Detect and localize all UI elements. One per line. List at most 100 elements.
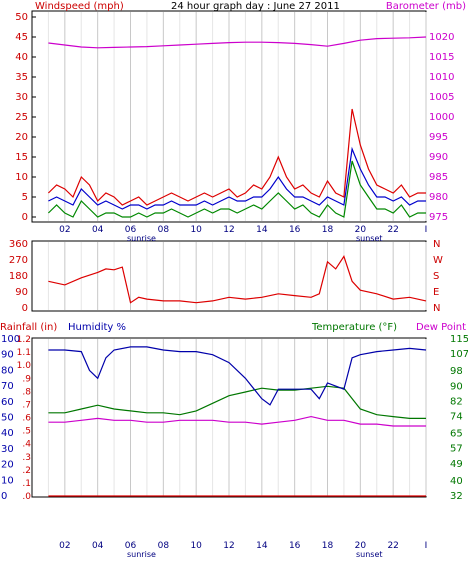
temperature-tick-label: 82: [450, 396, 463, 407]
rain-tick-label: .3: [22, 453, 31, 463]
x-tick-label-top: 08: [158, 225, 170, 235]
x-tick-label-bottom: 06: [125, 541, 137, 551]
humidity-tick-label: 90: [1, 350, 14, 361]
wind-tick-label: 40: [15, 52, 28, 63]
rain-tick-label: .8: [22, 387, 31, 397]
barometer-tick-label: 995: [429, 132, 448, 143]
x-tick-label-top: 04: [92, 225, 104, 235]
temperature-tick-label: 49: [450, 459, 463, 470]
compass-tick-label: E: [433, 287, 439, 298]
wind-tick-label: 50: [15, 12, 28, 23]
wind-gust-line: [47, 108, 426, 206]
x-tick-label-top: 18: [322, 225, 334, 235]
direction-tick-label: 270: [9, 255, 28, 266]
x-tick-label-bottom: 18: [322, 541, 334, 551]
rain-tick-label: 1.0: [17, 361, 32, 371]
sunset-label-top: sunset: [356, 234, 383, 243]
wind-tick-label: 35: [15, 72, 28, 83]
wind-tick-label: 15: [15, 152, 28, 163]
x-tick-label-top: 06: [125, 225, 137, 235]
humidity-tick-label: 50: [1, 413, 14, 424]
dewpoint-axis-label: Dew Point: [416, 322, 466, 333]
x-tick-label-bottom: 02: [59, 541, 70, 551]
x-end-marker-top: I: [425, 225, 428, 235]
labels-layer: 0202040406060808101012121414161618182020…: [1, 12, 468, 551]
x-tick-label-bottom: 14: [256, 541, 268, 551]
barometer-tick-label: 1005: [429, 92, 454, 103]
barometer-line: [48, 36, 427, 49]
temperature-tick-label: 57: [450, 444, 463, 455]
wind-direction-line: [48, 255, 427, 304]
x-tick-label-top: 12: [223, 225, 234, 235]
temperature-tick-label: 115: [450, 334, 468, 345]
rain-tick-label: .2: [22, 466, 31, 476]
barometer-tick-label: 1020: [429, 32, 454, 43]
wind-tick-label: 30: [15, 92, 28, 103]
rain-tick-label: 1.1: [17, 348, 31, 358]
rain-tick-label: 1.2: [17, 335, 31, 345]
temperature-tick-label: 65: [450, 429, 463, 440]
humidity-tick-label: 80: [1, 365, 14, 376]
rain-tick-label: .9: [22, 374, 31, 384]
compass-tick-label: W: [433, 255, 443, 266]
humidity-line: [48, 346, 427, 406]
direction-tick-label: 180: [9, 271, 28, 282]
humidity-tick-label: 0: [1, 491, 7, 502]
humidity-axis-label: Humidity %: [68, 322, 126, 333]
chart-title: 24 hour graph day : June 27 2011: [171, 1, 340, 12]
barometer-tick-label: 1015: [429, 52, 454, 63]
rain-tick-label: .0: [22, 492, 31, 502]
sunrise-label-bottom: sunrise: [127, 550, 156, 559]
x-tick-label-bottom: 04: [92, 541, 104, 551]
wind-tick-label: 5: [22, 192, 28, 203]
humidity-tick-label: 100: [1, 334, 20, 345]
grid-layer: [32, 12, 427, 496]
humidity-tick-label: 20: [1, 460, 14, 471]
humidity-tick-label: 70: [1, 381, 14, 392]
barometer-tick-label: 1010: [429, 72, 454, 83]
wind-tick-label: 25: [15, 112, 28, 123]
temperature-tick-label: 107: [450, 349, 468, 360]
temperature-tick-label: 98: [450, 366, 463, 377]
x-tick-label-top: 22: [387, 225, 398, 235]
x-tick-label-bottom: 10: [190, 541, 202, 551]
wind-low-line: [47, 160, 426, 218]
humidity-tick-label: 40: [1, 428, 14, 439]
direction-tick-label: 90: [15, 287, 28, 298]
wind-average-line: [48, 146, 426, 210]
temperature-tick-label: 74: [450, 412, 463, 423]
humidity-tick-label: 30: [1, 444, 14, 455]
barometer-tick-label: 975: [429, 212, 448, 223]
temperature-line: [48, 385, 426, 419]
dewpoint-line: [48, 415, 426, 427]
direction-tick-label: 0: [22, 303, 28, 314]
wind-tick-label: 10: [15, 172, 28, 183]
barometer-tick-label: 980: [429, 192, 448, 203]
temperature-tick-label: 90: [450, 381, 463, 392]
barometer-tick-label: 1000: [429, 112, 454, 123]
sunset-label-bottom: sunset: [356, 550, 383, 559]
compass-tick-label: N: [433, 239, 440, 250]
temperature-tick-label: 40: [450, 476, 463, 487]
temperature-tick-label: 32: [450, 491, 463, 502]
windspeed-axis-label: Windspeed (mph): [35, 1, 124, 12]
humidity-tick-label: 10: [1, 475, 14, 486]
rain-tick-label: .5: [22, 427, 31, 437]
x-tick-label-bottom: 20: [355, 541, 367, 551]
temperature-axis-label: Temperature (°F): [311, 322, 397, 333]
x-tick-label-bottom: 22: [387, 541, 398, 551]
rain-tick-label: .1: [22, 479, 31, 489]
x-tick-label-top: 16: [289, 225, 301, 235]
sunrise-label-top: sunrise: [127, 234, 156, 243]
wind-tick-label: 20: [15, 132, 28, 143]
x-end-marker-bottom: I: [425, 541, 428, 551]
barometer-tick-label: 990: [429, 152, 448, 163]
x-tick-label-bottom: 16: [289, 541, 301, 551]
humidity-tick-label: 60: [1, 397, 14, 408]
rain-tick-label: .7: [22, 400, 31, 410]
compass-tick-label: S: [433, 271, 439, 282]
barometer-axis-label: Barometer (mb): [386, 1, 466, 12]
x-tick-label-bottom: 08: [158, 541, 170, 551]
